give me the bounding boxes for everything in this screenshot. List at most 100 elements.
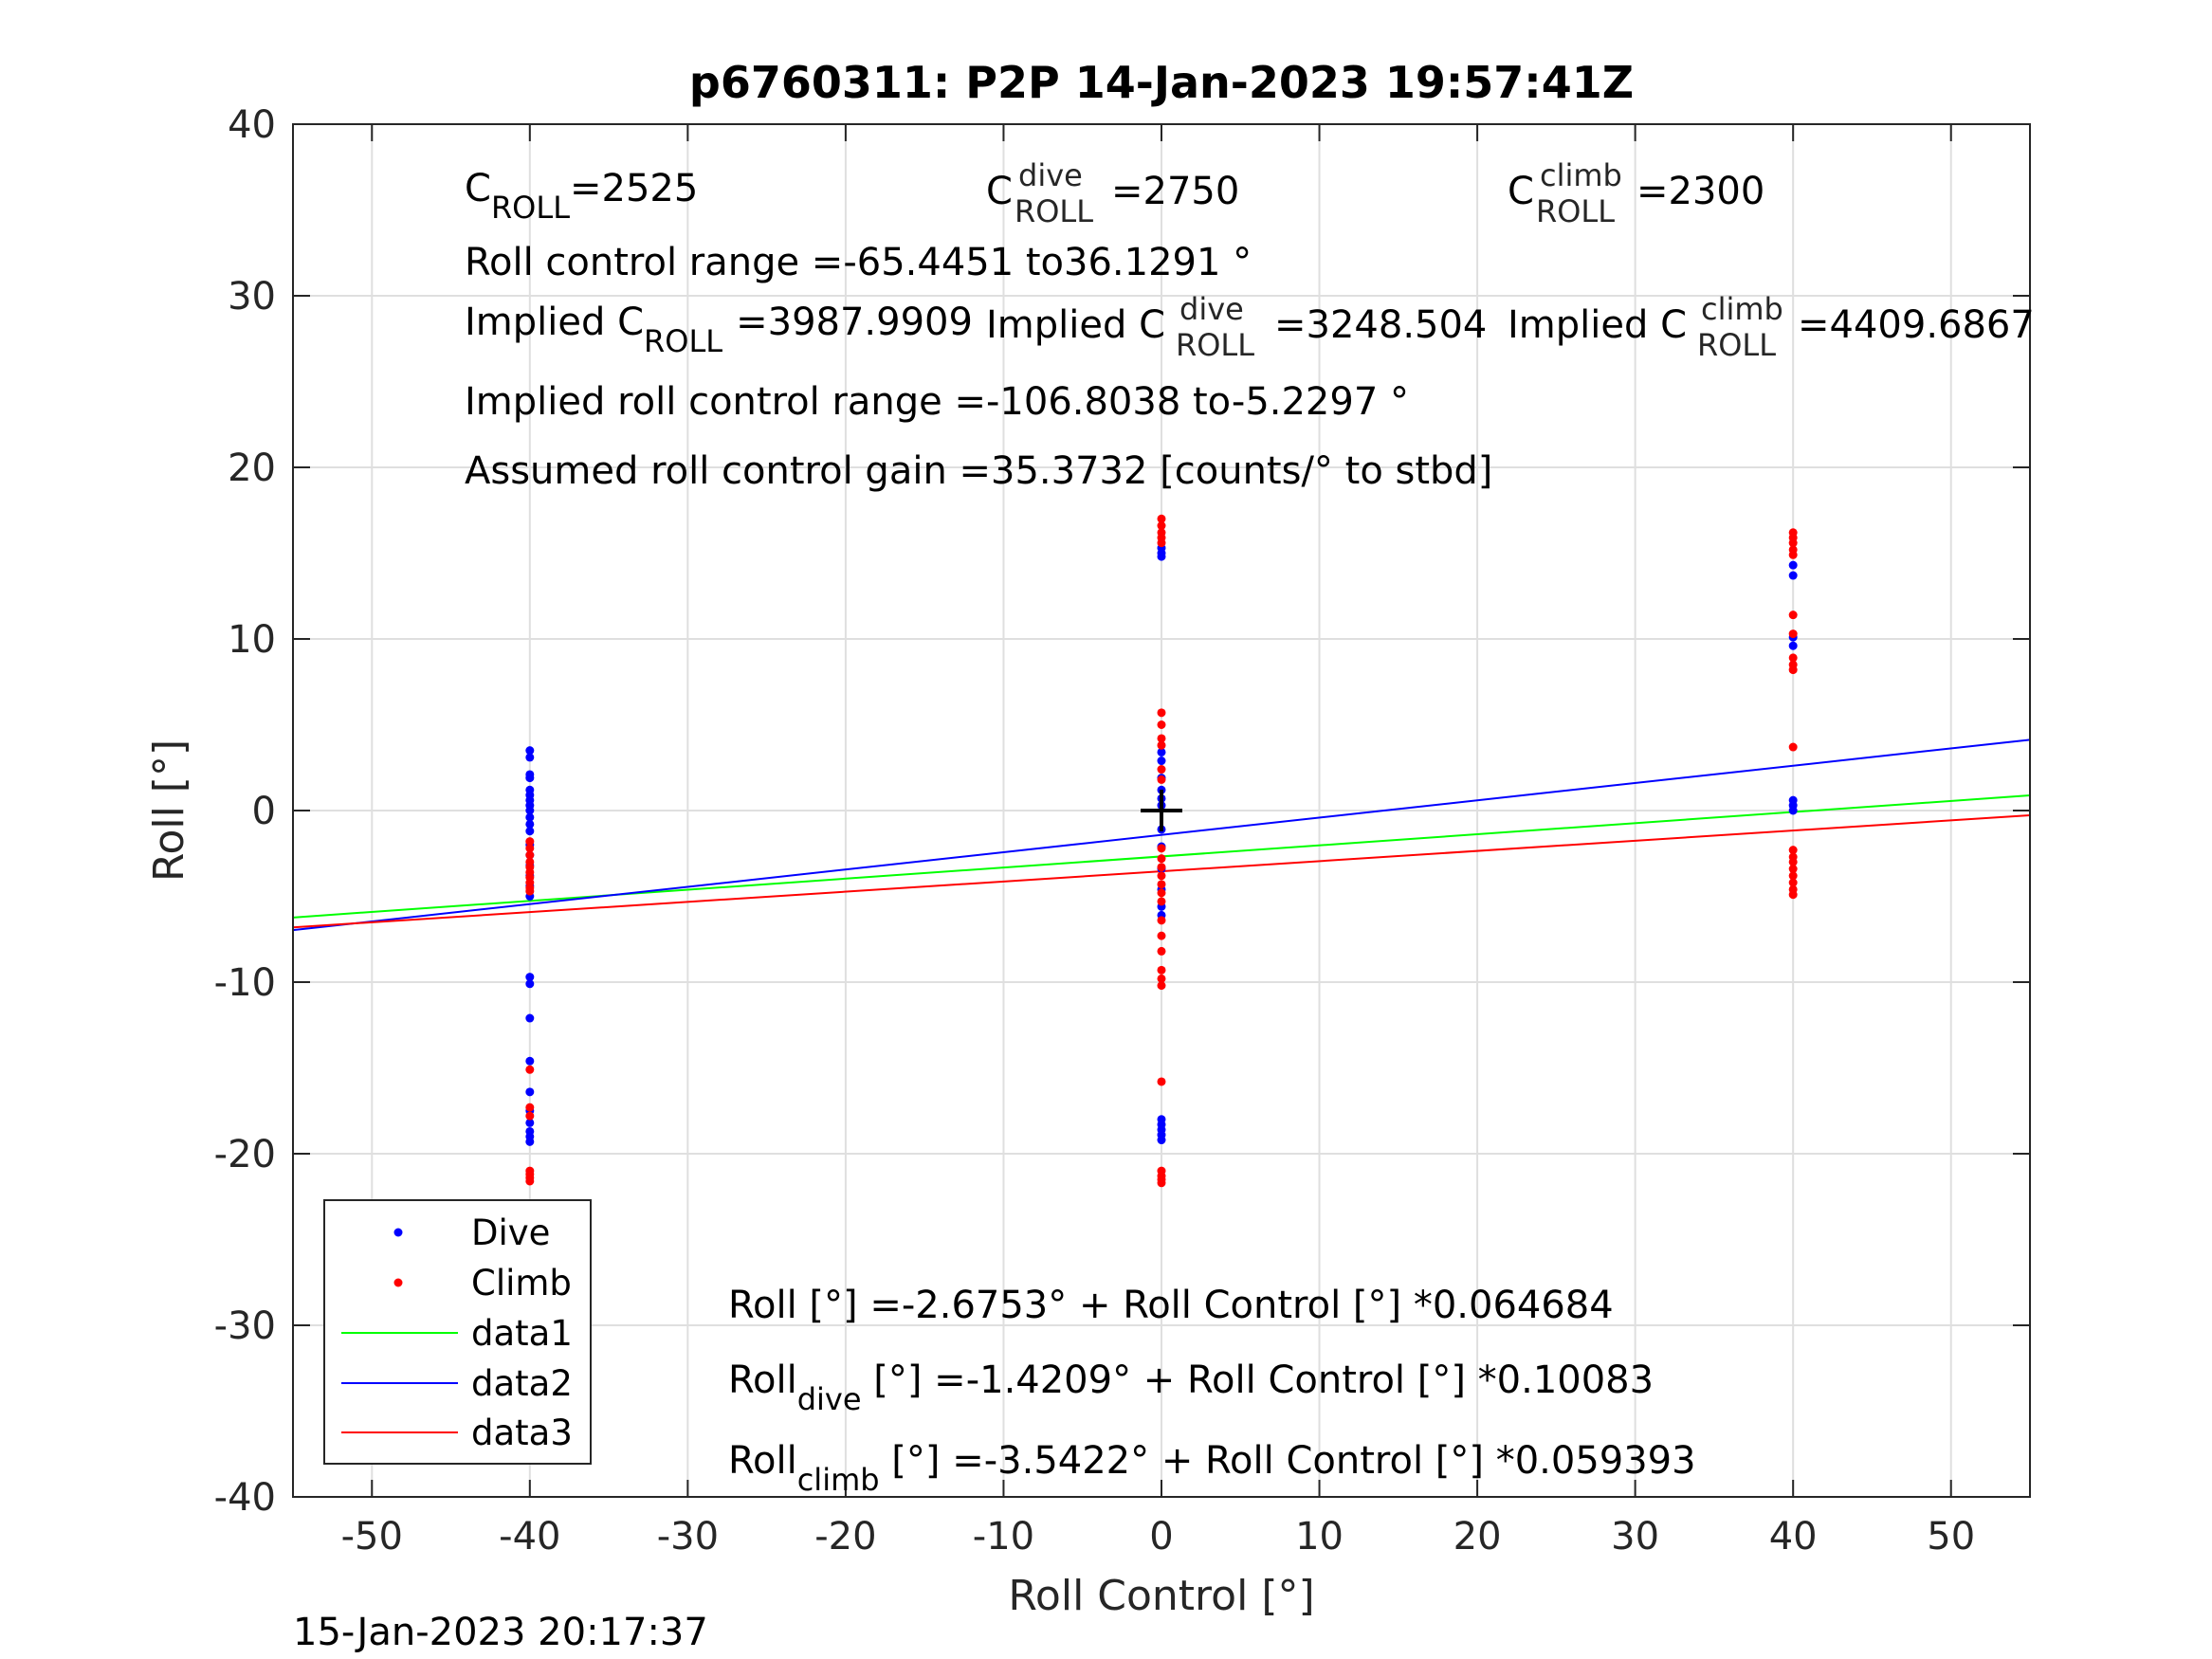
fit-climb-equation: Rollclimb [°] =-3.5422° + Roll Control [… <box>728 1439 1696 1498</box>
x-tick-label: -50 <box>341 1515 403 1559</box>
c-roll-climb-annotation: C <box>1508 170 1534 213</box>
implied-c-roll-climb-sup: climb <box>1701 291 1783 327</box>
y-tick-label: -10 <box>214 961 276 1005</box>
c-roll-dive-sub: ROLL <box>1015 193 1093 229</box>
dive-point <box>525 753 535 762</box>
implied-c-roll-climb-prefix: Implied C <box>1508 303 1687 347</box>
climb-point <box>1157 863 1166 872</box>
legend-label-data3: data3 <box>471 1413 573 1453</box>
climb-point <box>1157 1178 1166 1188</box>
y-tick-label: 30 <box>228 275 276 319</box>
chart-title: p6760311: P2P 14-Jan-2023 19:57:41Z <box>689 57 1634 108</box>
climb-point <box>1788 878 1798 887</box>
climb-point <box>1788 538 1798 548</box>
dive-point <box>525 1118 535 1127</box>
climb-point <box>1788 550 1798 559</box>
climb-point <box>1157 775 1166 784</box>
climb-point <box>1157 871 1166 881</box>
legend-marker-dive <box>393 1228 403 1237</box>
dive-point <box>1157 757 1166 766</box>
dive-point <box>525 774 535 783</box>
climb-point <box>525 844 535 853</box>
climb-point <box>1788 857 1798 866</box>
legend-label-dive: Dive <box>471 1212 550 1253</box>
climb-point <box>1788 629 1798 639</box>
y-tick-label: 20 <box>228 447 276 490</box>
c-roll-climb-sup: climb <box>1540 157 1622 193</box>
y-tick-label: -40 <box>214 1476 276 1520</box>
c-roll-climb-sub: ROLL <box>1536 193 1615 229</box>
dive-point <box>1788 560 1798 570</box>
dive-point <box>525 1137 535 1146</box>
legend-label-data1: data1 <box>471 1313 573 1354</box>
x-tick-labels: -50 -40 -30 -20 -10 0 10 20 30 40 50 <box>341 1515 1976 1559</box>
climb-point <box>525 1111 535 1121</box>
axis-ticks <box>293 123 2030 1498</box>
implied-c-roll-dive-prefix: Implied C <box>986 303 1165 347</box>
y-tick-label: 0 <box>252 790 276 833</box>
climb-point <box>1788 846 1798 855</box>
implied-c-roll-climb-value: =4409.6867 <box>1798 303 2035 347</box>
climb-point <box>1157 854 1166 864</box>
dive-point <box>1157 552 1166 561</box>
climb-point <box>1157 916 1166 925</box>
dive-point <box>525 812 535 822</box>
c-roll-dive-annotation: C <box>986 170 1013 213</box>
y-tick-label: 40 <box>228 103 276 147</box>
implied-c-roll-dive-sup: dive <box>1179 291 1244 327</box>
dive-point <box>525 806 535 815</box>
climb-point <box>1157 538 1166 548</box>
x-axis-label: Roll Control [°] <box>1008 1572 1314 1620</box>
footer-timestamp: 15-Jan-2023 20:17:37 <box>293 1611 708 1654</box>
implied-c-roll-annotation: Implied CROLL =3987.9909 <box>465 301 973 359</box>
dive-point <box>1788 806 1798 815</box>
climb-point <box>1157 931 1166 940</box>
dive-point <box>525 819 535 829</box>
c-roll-annotation: CROLL=2525 <box>465 167 698 226</box>
c-roll-dive-value: =2750 <box>1111 170 1239 213</box>
assumed-roll-control-gain: Assumed roll control gain =35.3732 [coun… <box>465 449 1492 493</box>
climb-point <box>1157 897 1166 906</box>
dive-point <box>525 1013 535 1023</box>
implied-c-roll-dive-sub: ROLL <box>1176 327 1254 363</box>
c-roll-climb-value: =2300 <box>1636 170 1764 213</box>
climb-point <box>1157 965 1166 975</box>
legend-marker-climb <box>393 1278 403 1287</box>
dive-point <box>525 827 535 836</box>
dive-point <box>1788 571 1798 580</box>
climb-point <box>1157 740 1166 750</box>
climb-point <box>1788 611 1798 620</box>
climb-point <box>525 1065 535 1074</box>
dive-point <box>525 746 535 756</box>
x-tick-label: -40 <box>499 1515 560 1559</box>
climb-point <box>1157 888 1166 898</box>
x-tick-label: -10 <box>973 1515 1034 1559</box>
x-tick-label: -30 <box>657 1515 719 1559</box>
climb-point <box>1157 708 1166 718</box>
climb-point <box>1788 742 1798 752</box>
climb-point <box>525 1103 535 1112</box>
implied-c-roll-dive-value: =3248.504 <box>1274 303 1487 347</box>
data-points <box>525 514 1798 1188</box>
climb-point <box>1157 734 1166 743</box>
x-tick-label: 0 <box>1149 1515 1173 1559</box>
climb-point <box>1157 946 1166 956</box>
data2-fit-line <box>292 738 2031 932</box>
x-tick-label: 50 <box>1927 1515 1975 1559</box>
climb-point <box>1157 844 1166 853</box>
x-tick-label: -20 <box>814 1515 876 1559</box>
dive-point <box>525 973 535 982</box>
implied-c-roll-climb-sub: ROLL <box>1697 327 1776 363</box>
climb-point <box>1157 765 1166 775</box>
legend-label-data2: data2 <box>471 1363 573 1404</box>
y-tick-label: 10 <box>228 618 276 662</box>
c-roll-dive-sup: dive <box>1018 157 1083 193</box>
legend-label-climb: Climb <box>471 1263 572 1304</box>
climb-point <box>525 1176 535 1186</box>
climb-point <box>525 886 535 896</box>
climb-point <box>1157 981 1166 991</box>
y-tick-labels: -40 -30 -20 -10 0 10 20 30 40 <box>214 103 276 1520</box>
climb-point <box>1788 890 1798 900</box>
climb-point <box>1157 974 1166 983</box>
